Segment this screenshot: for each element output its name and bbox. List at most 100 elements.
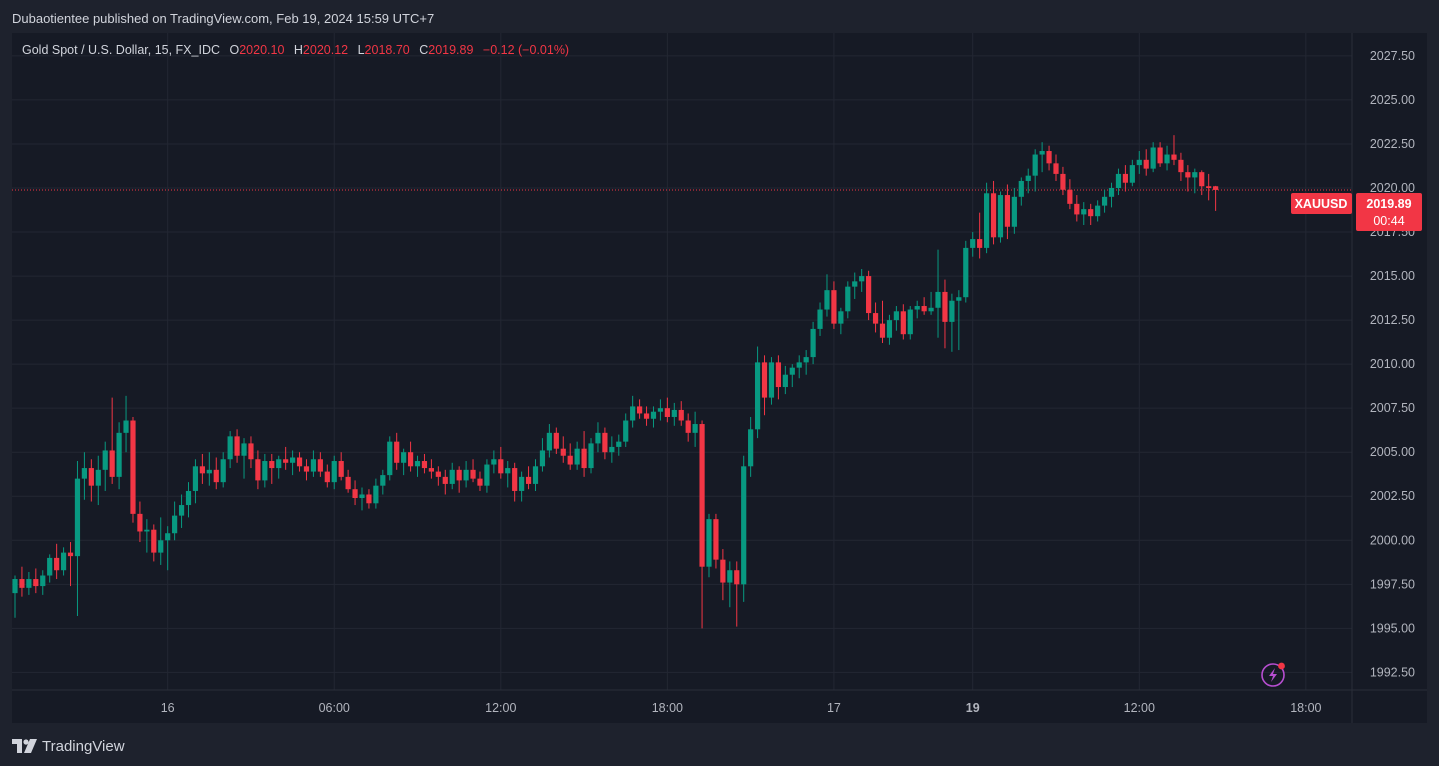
candle-body	[401, 452, 407, 463]
candle-body	[1157, 147, 1163, 164]
candle	[1053, 154, 1059, 181]
candle-body	[234, 436, 240, 456]
candle	[428, 459, 434, 479]
tradingview-logo[interactable]: TradingView	[12, 736, 125, 756]
candle-body	[1164, 154, 1170, 164]
candle-body	[1095, 205, 1101, 217]
candle-body	[734, 570, 740, 585]
candle	[331, 455, 337, 490]
lightning-icon[interactable]	[1261, 662, 1285, 687]
candle-body	[303, 466, 310, 472]
candle-body	[414, 461, 421, 467]
candle-body	[130, 420, 136, 514]
candle-body	[74, 478, 81, 557]
candle-body	[1178, 159, 1184, 173]
candle-body	[1206, 186, 1212, 189]
candle	[248, 436, 254, 469]
candle	[893, 306, 899, 331]
candle	[1046, 145, 1052, 171]
candle-body	[935, 291, 941, 308]
candle-body	[1213, 186, 1219, 190]
candle-body	[206, 469, 212, 474]
candle	[366, 489, 372, 509]
candle	[262, 453, 268, 488]
candle-body	[144, 529, 150, 532]
candle-body	[754, 362, 761, 430]
price-tick-label: 2027.50	[1370, 49, 1415, 63]
candle-body	[1046, 151, 1052, 164]
candle	[255, 450, 261, 490]
candle	[602, 427, 608, 460]
time-tick-label: 17	[827, 701, 841, 715]
chart-area[interactable]	[12, 33, 1427, 723]
candle-body	[435, 471, 441, 477]
candle	[47, 554, 53, 583]
candle-body	[741, 466, 747, 585]
candle	[637, 399, 643, 419]
candle	[678, 401, 684, 426]
candle	[172, 501, 178, 541]
candle-body	[165, 533, 171, 541]
symbol-description: Gold Spot / U.S. Dollar, 15, FX_IDC	[22, 43, 220, 57]
candle-body	[838, 311, 844, 324]
candle	[872, 302, 879, 333]
candle-body	[630, 406, 636, 421]
candle	[81, 452, 87, 500]
candle-body	[317, 459, 323, 472]
candle	[838, 307, 844, 335]
candle	[609, 436, 615, 463]
ohlc-legend: Gold Spot / U.S. Dollar, 15, FX_IDC O202…	[22, 43, 569, 57]
candle-body	[623, 420, 629, 442]
candle-body	[879, 323, 886, 338]
candle-body	[33, 579, 39, 587]
candle-body	[893, 311, 899, 321]
candle	[178, 494, 185, 528]
candle-body	[595, 432, 601, 444]
candle	[907, 306, 913, 340]
candle-body	[1081, 209, 1087, 215]
candle	[1011, 188, 1017, 234]
candle-body	[643, 413, 650, 419]
candle-body	[768, 362, 775, 398]
candle-body	[796, 362, 802, 368]
candle-body	[1129, 165, 1135, 183]
candle-body	[213, 469, 219, 483]
candle-body	[678, 409, 684, 421]
candle	[276, 455, 282, 479]
candle	[158, 517, 164, 565]
candle-body	[886, 320, 893, 338]
candle-body	[47, 557, 53, 576]
candle-body	[109, 450, 115, 477]
candle-body	[928, 307, 934, 312]
candle-body	[88, 468, 94, 486]
candle	[970, 232, 976, 257]
candle-body	[199, 466, 205, 474]
candle-body	[567, 455, 573, 465]
candle-body	[532, 466, 539, 484]
candle	[359, 487, 365, 511]
candle-body	[54, 557, 60, 571]
candle-body	[546, 432, 552, 451]
candle-body	[1060, 173, 1066, 190]
candle	[414, 455, 421, 477]
low-value: 2018.70	[364, 43, 410, 57]
candle-body	[997, 195, 1004, 238]
price-tick-label: 2015.00	[1370, 269, 1415, 283]
candle	[997, 191, 1004, 243]
candle-body	[456, 469, 462, 481]
candle-body	[761, 362, 768, 398]
candle	[810, 321, 816, 365]
candle-body	[810, 328, 816, 358]
candle	[1213, 185, 1219, 211]
candle-body	[12, 579, 18, 594]
candle-body	[421, 461, 428, 469]
candle	[88, 459, 94, 502]
candle-body	[1018, 180, 1024, 197]
candle-body	[692, 424, 698, 433]
candle-body	[1108, 188, 1115, 197]
candle-body	[1136, 159, 1142, 166]
tradingview-brand-text: TradingView	[42, 737, 125, 755]
candle	[67, 542, 74, 587]
candle	[546, 424, 552, 458]
